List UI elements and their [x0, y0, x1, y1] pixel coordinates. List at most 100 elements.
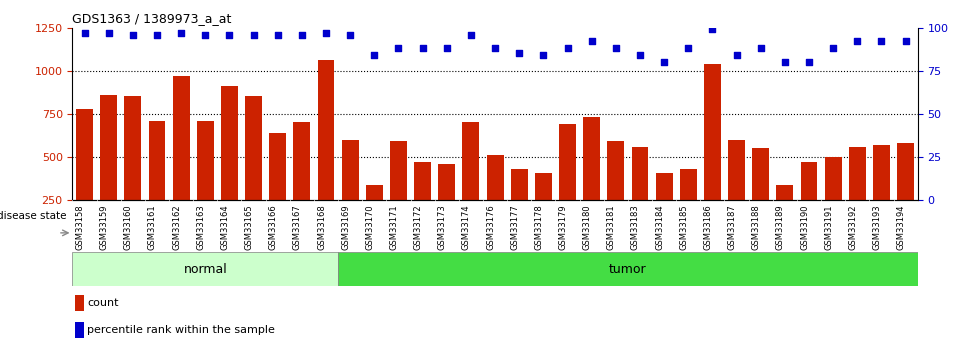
Point [512, 51, 527, 56]
Point [174, 30, 189, 36]
Point [873, 39, 889, 44]
Text: GSM33183: GSM33183 [631, 204, 639, 250]
Text: GSM33179: GSM33179 [558, 204, 567, 250]
Bar [414, 162, 431, 200]
Bar [728, 140, 745, 200]
Point [898, 39, 914, 44]
Bar [221, 86, 238, 200]
Point [415, 46, 431, 51]
Text: tumor: tumor [610, 263, 646, 276]
Text: GSM33172: GSM33172 [413, 204, 422, 250]
Text: GSM33177: GSM33177 [510, 204, 520, 250]
Point [319, 30, 334, 36]
Text: GSM33188: GSM33188 [752, 204, 760, 250]
Bar [777, 185, 793, 200]
Text: GDS1363 / 1389973_a_at: GDS1363 / 1389973_a_at [72, 12, 232, 25]
Text: GSM33192: GSM33192 [848, 204, 857, 250]
Text: GSM33181: GSM33181 [607, 204, 615, 250]
Bar [270, 133, 286, 200]
Bar [75, 322, 84, 338]
Point [850, 39, 866, 44]
Bar [245, 96, 262, 200]
Bar [342, 140, 358, 200]
Bar [511, 169, 527, 200]
Bar [72, 252, 338, 286]
Point [753, 46, 769, 51]
Bar [632, 147, 648, 200]
Text: GSM33158: GSM33158 [75, 204, 85, 250]
Text: GSM33174: GSM33174 [462, 204, 471, 250]
Bar [294, 122, 310, 200]
Bar [559, 124, 576, 200]
Text: GSM33170: GSM33170 [365, 204, 374, 250]
Point [367, 52, 383, 58]
Bar [535, 172, 552, 200]
Point [728, 52, 744, 58]
Point [777, 59, 792, 65]
Text: GSM33159: GSM33159 [99, 204, 108, 250]
Bar [463, 122, 479, 200]
Text: GSM33168: GSM33168 [317, 204, 327, 250]
Bar [197, 121, 213, 200]
Bar [704, 64, 721, 200]
Text: GSM33167: GSM33167 [293, 204, 301, 250]
Text: GSM33176: GSM33176 [486, 204, 495, 250]
Text: count: count [87, 298, 119, 308]
Bar [801, 162, 817, 200]
Point [464, 32, 479, 37]
Point [222, 32, 238, 37]
Point [294, 32, 309, 37]
Point [560, 46, 576, 51]
Text: GSM33161: GSM33161 [148, 204, 156, 250]
Text: GSM33180: GSM33180 [582, 204, 591, 250]
Point [705, 27, 721, 32]
Text: GSM33187: GSM33187 [727, 204, 736, 250]
Text: GSM33185: GSM33185 [679, 204, 688, 250]
Text: GSM33189: GSM33189 [776, 204, 784, 250]
Point [583, 39, 599, 44]
Point [825, 46, 840, 51]
Bar [753, 148, 769, 200]
Point [198, 32, 213, 37]
Bar [583, 117, 600, 200]
Point [440, 46, 455, 51]
Bar [390, 141, 407, 200]
Text: GSM33163: GSM33163 [196, 204, 205, 250]
Text: disease state: disease state [0, 211, 67, 220]
Bar [125, 96, 141, 200]
Bar [318, 60, 334, 200]
Bar [338, 252, 918, 286]
Text: GSM33191: GSM33191 [824, 204, 833, 250]
Point [77, 30, 93, 36]
Point [270, 32, 286, 37]
Text: GSM33190: GSM33190 [800, 204, 809, 250]
Text: GSM33184: GSM33184 [655, 204, 664, 250]
Text: GSM33186: GSM33186 [703, 204, 712, 250]
Bar [100, 95, 117, 200]
Text: GSM33166: GSM33166 [269, 204, 278, 250]
Text: percentile rank within the sample: percentile rank within the sample [87, 325, 274, 335]
Text: GSM33171: GSM33171 [389, 204, 398, 250]
Text: GSM33194: GSM33194 [896, 204, 905, 250]
Text: normal: normal [184, 263, 227, 276]
Point [656, 59, 671, 65]
Point [609, 46, 624, 51]
Bar [366, 185, 383, 200]
Bar [873, 145, 890, 200]
Point [126, 32, 141, 37]
Bar [487, 155, 503, 200]
Text: GSM33169: GSM33169 [341, 204, 350, 250]
Bar [149, 121, 165, 200]
Text: GSM33173: GSM33173 [438, 204, 446, 250]
Text: GSM33193: GSM33193 [872, 204, 881, 250]
Text: GSM33160: GSM33160 [124, 204, 133, 250]
Point [343, 32, 358, 37]
Bar [439, 164, 455, 200]
Bar [76, 109, 93, 200]
Point [101, 30, 117, 36]
Point [150, 32, 165, 37]
Point [680, 46, 696, 51]
Bar [608, 141, 624, 200]
Text: GSM33178: GSM33178 [534, 204, 543, 250]
Bar [680, 169, 696, 200]
